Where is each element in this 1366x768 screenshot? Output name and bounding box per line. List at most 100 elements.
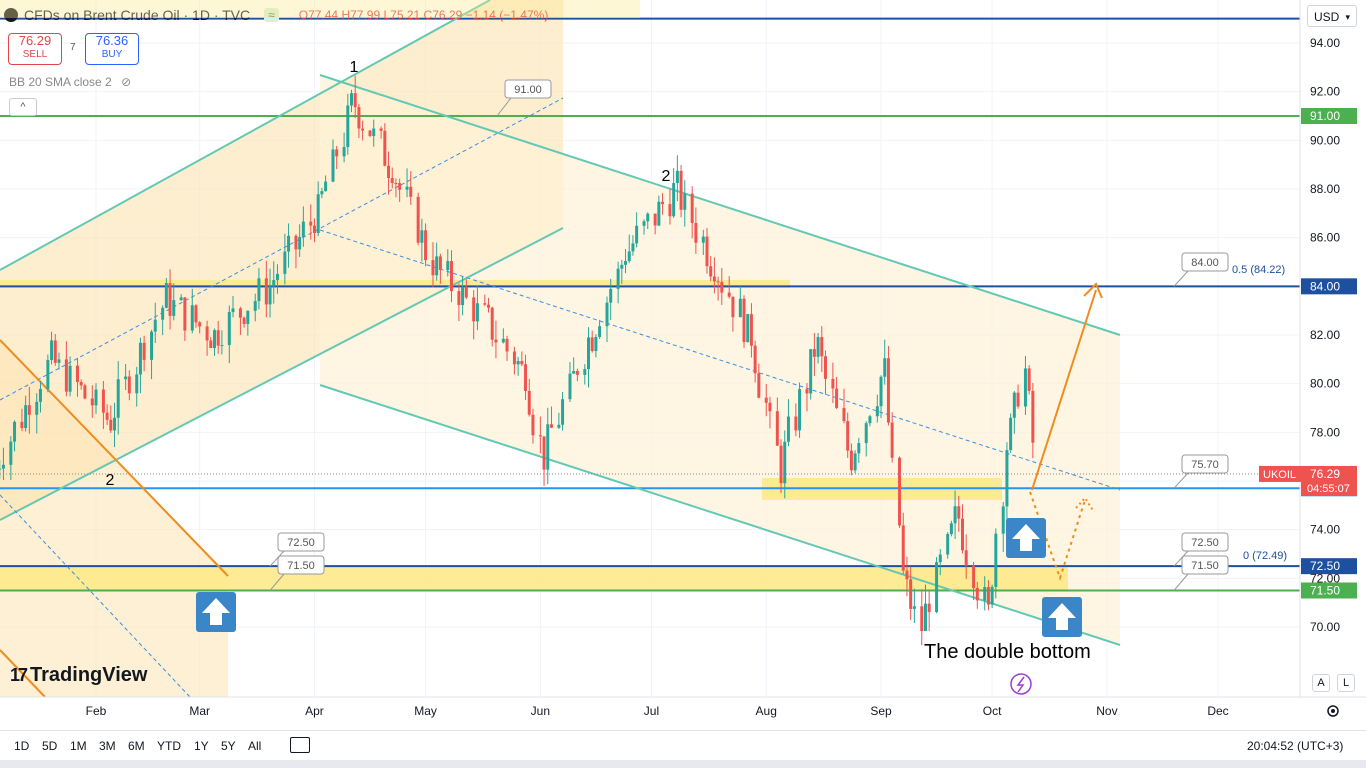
currency-select[interactable]: USD ▾ [1307, 5, 1357, 27]
y-tick-label: 90.00 [1310, 133, 1340, 147]
candle-body [960, 518, 964, 551]
price-callout[interactable] [504, 79, 552, 99]
candle-body [883, 358, 887, 377]
candle-body [768, 402, 772, 412]
callout-pointer [269, 550, 285, 567]
candle-body [575, 370, 579, 375]
timeframe-button-5d[interactable]: 5D [42, 739, 58, 753]
timeframe-button-1y[interactable]: 1Y [194, 739, 209, 753]
currency-value: USD [1314, 10, 1340, 24]
candle-body [775, 411, 779, 446]
candle-body [190, 305, 194, 331]
candle-body [624, 261, 628, 265]
candle-body [331, 149, 335, 182]
timeframe-button-6m[interactable]: 6M [128, 739, 145, 753]
candle-body [875, 406, 879, 417]
timeframe-button-1d[interactable]: 1D [14, 739, 30, 753]
settings-gear-icon[interactable] [1327, 705, 1339, 717]
x-tick-label: Sep [870, 704, 892, 718]
candle-body [983, 587, 987, 601]
price-callout[interactable] [1181, 532, 1229, 552]
timeframe-button-ytd[interactable]: YTD [157, 739, 181, 753]
price-callout[interactable] [1181, 252, 1229, 272]
buy-button[interactable]: 76.36 BUY [85, 33, 139, 65]
left-channel-dash [0, 494, 191, 698]
candle-body [316, 194, 320, 234]
candle-body [242, 317, 246, 324]
candle-body [679, 170, 683, 210]
price-callout[interactable] [1181, 555, 1229, 575]
timeframe-button-all[interactable]: All [248, 739, 262, 753]
candle-body [694, 223, 698, 243]
candle-body [594, 336, 598, 351]
candle-body [1005, 450, 1009, 507]
auto-scale-button[interactable]: A [1312, 674, 1330, 692]
candle-body [309, 221, 313, 226]
last-price-label: 76.29 [1310, 467, 1340, 481]
candle-body [275, 273, 279, 281]
candle-body [753, 345, 757, 374]
candle-body [350, 93, 354, 106]
candle-body [920, 606, 924, 632]
symbol-title[interactable]: CFDs on Brent Crude Oil · 1D · TVC [24, 7, 251, 23]
candle-body [461, 286, 465, 306]
clock[interactable]: 20:04:52 (UTC+3) [1247, 739, 1344, 753]
candle-body [524, 364, 528, 391]
price-callout-label: 75.70 [1191, 459, 1219, 471]
timeframe-button-5y[interactable]: 5Y [221, 739, 236, 753]
price-callout[interactable] [277, 555, 325, 575]
candle-body [94, 389, 98, 406]
candle-body [361, 128, 365, 131]
candle-body [35, 401, 39, 415]
timeframe-button-3m[interactable]: 3M [99, 739, 116, 753]
candle-body [0, 468, 2, 470]
price-callout[interactable] [1181, 454, 1229, 474]
asc-channel-upper [0, 0, 491, 271]
candle-body [864, 423, 868, 444]
y-tick-label: 92.00 [1310, 85, 1340, 99]
indicator-legend[interactable]: BB 20 SMA close 2 ⊘ [9, 75, 131, 89]
log-scale-button[interactable]: L [1337, 674, 1355, 692]
candle-body [209, 340, 213, 349]
candle-body [738, 298, 742, 318]
eye-off-icon[interactable]: ⊘ [121, 75, 132, 89]
candle-body [527, 390, 531, 415]
timeframe-button-1m[interactable]: 1M [70, 739, 87, 753]
left-channel-line [0, 339, 229, 577]
y-tick-label: 72.00 [1310, 571, 1340, 585]
up-arrow-icon [196, 592, 236, 632]
event-lightning-icon[interactable] [1010, 673, 1032, 695]
candle-body [661, 201, 665, 205]
log-label: L [1342, 677, 1350, 689]
ohlc-readout: O77.44 H77.99 L75.21 C76.29 −1.14 (−1.47… [299, 8, 549, 22]
candle-body [990, 586, 994, 605]
sell-button[interactable]: 76.29 SELL [8, 33, 62, 65]
y-tick-label: 88.00 [1310, 182, 1340, 196]
date-range-icon[interactable] [290, 737, 310, 753]
candle-body [68, 365, 72, 392]
y-tick-label: 82.00 [1310, 328, 1340, 342]
market-status-badge[interactable]: ≈ [264, 8, 279, 22]
callout-pointer [1173, 270, 1189, 287]
candle-body [194, 305, 198, 323]
candle-body [709, 266, 713, 277]
candle-body [879, 376, 883, 407]
candle-body [809, 349, 813, 394]
price-callout[interactable] [277, 532, 325, 552]
candle-body [283, 251, 287, 274]
candle-body [342, 147, 346, 157]
price-callout-label: 71.50 [287, 560, 315, 572]
candle-body [379, 128, 383, 131]
candle-body [501, 338, 505, 343]
candle-body [935, 562, 939, 613]
candle-body [975, 587, 979, 601]
candle-body [490, 307, 494, 340]
candle-body [857, 443, 861, 454]
candle-body [964, 550, 968, 566]
candle-body [20, 421, 24, 429]
candle-body [994, 533, 998, 587]
collapse-legend-button[interactable]: ^ [9, 98, 37, 116]
candle-body [1023, 368, 1027, 407]
candle-body [957, 506, 961, 519]
